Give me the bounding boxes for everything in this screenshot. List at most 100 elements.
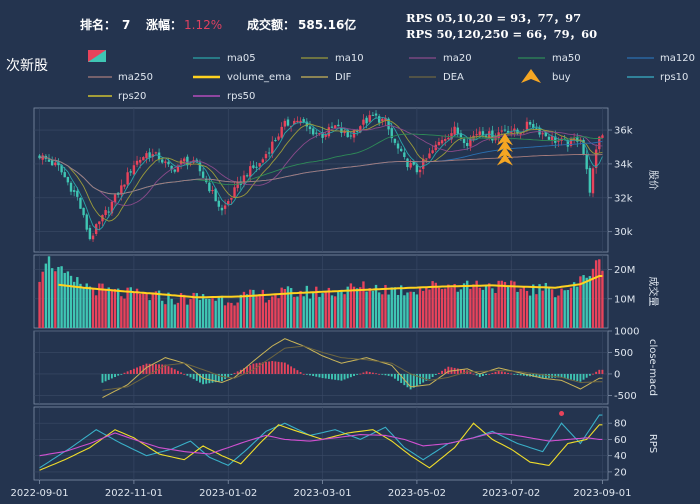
volume-bar xyxy=(484,286,488,328)
volume-bar xyxy=(126,287,129,328)
candle-body xyxy=(393,138,397,143)
macd-histogram-bar xyxy=(343,373,346,380)
candle-body xyxy=(343,131,346,134)
candle-body xyxy=(104,210,107,216)
candle-body xyxy=(41,155,44,160)
macd-histogram-bar xyxy=(601,369,604,374)
candle-body xyxy=(428,153,431,159)
legend-ma10: ma10 xyxy=(301,53,364,64)
candle-body xyxy=(513,128,516,132)
legend: ma05 ma10 ma20 ma50 ma120 ma250 volume_e… xyxy=(88,53,695,102)
candle-body xyxy=(459,133,463,138)
candle-body xyxy=(406,158,409,168)
macd-histogram-bar xyxy=(327,373,330,379)
volume-bar xyxy=(138,294,142,328)
volume-bar xyxy=(236,302,239,328)
volume-bar xyxy=(522,287,526,328)
macd-histogram-bar xyxy=(315,373,318,377)
volume-bar xyxy=(318,296,321,328)
macd-histogram-bar xyxy=(208,373,211,384)
volume-bar xyxy=(132,292,136,328)
candle-body xyxy=(415,164,419,173)
candle-body xyxy=(365,117,368,124)
candle-body xyxy=(98,221,101,225)
legend-label-ma20: ma20 xyxy=(443,53,472,64)
candle-body xyxy=(255,166,258,168)
volume-bar xyxy=(333,296,337,328)
macd-histogram-bar xyxy=(557,373,560,378)
volume-bar xyxy=(582,275,585,328)
macd-histogram-bar xyxy=(309,373,311,376)
candle-body xyxy=(220,207,224,211)
volume-bar xyxy=(538,284,541,328)
candle-body xyxy=(377,116,381,123)
macd-histogram-bar xyxy=(428,373,431,380)
macd-histogram-bar xyxy=(233,372,236,374)
buy-signal-marker xyxy=(496,139,513,152)
candle-body xyxy=(324,134,327,137)
candle-body xyxy=(447,137,450,140)
volume-bar xyxy=(450,287,453,328)
volume-bar xyxy=(349,283,353,328)
legend-buy: buy xyxy=(521,69,571,83)
candle-body xyxy=(399,148,403,152)
legend-label-ma05: ma05 xyxy=(227,53,256,64)
volume-bar xyxy=(88,286,92,328)
volume-panel: 10M 20M 成交量 xyxy=(33,254,660,329)
legend-rps10: rps10 xyxy=(627,72,688,83)
candle-body xyxy=(469,138,472,147)
candle-body xyxy=(371,114,375,116)
macd-histogram-bar xyxy=(510,373,513,375)
candle-body xyxy=(132,165,136,175)
candle-body xyxy=(286,119,290,126)
volume-bar xyxy=(475,280,478,328)
macd-histogram-bar xyxy=(393,373,396,379)
candle-body xyxy=(588,167,592,193)
volume-bar xyxy=(368,288,371,328)
candle-body xyxy=(242,175,246,185)
candle-body xyxy=(120,185,123,195)
macd-histogram-bar xyxy=(198,373,201,383)
y-tick-label: -500 xyxy=(614,391,637,402)
volume-bar xyxy=(437,287,441,328)
macd-histogram-bar xyxy=(243,368,245,374)
candle-body xyxy=(261,159,265,163)
macd-histogram-bar xyxy=(371,372,374,374)
ma-line-ma10 xyxy=(39,119,603,222)
macd-histogram-bar xyxy=(573,373,576,381)
macd-histogram-bar xyxy=(478,373,481,378)
volume-bar xyxy=(293,296,296,328)
legend-dea: DEA xyxy=(409,72,464,83)
candle-body xyxy=(305,121,309,127)
macd-histogram-bar xyxy=(287,364,289,374)
candle-body xyxy=(431,150,434,154)
volume-bar xyxy=(393,287,397,328)
legend-label-rps50: rps50 xyxy=(227,91,255,102)
x-tick-label: 2023-03-01 xyxy=(294,488,352,499)
macd-histogram-bar xyxy=(211,373,214,383)
macd-histogram-bar xyxy=(588,373,591,376)
candle-body xyxy=(293,120,296,125)
candle-body xyxy=(462,138,466,144)
macd-histogram-bar xyxy=(148,363,151,374)
candle-body xyxy=(214,188,217,202)
candle-body xyxy=(164,161,167,163)
x-tick-label: 2022-09-01 xyxy=(11,488,69,499)
macd-histogram-bar xyxy=(368,372,371,374)
volume-bar xyxy=(447,284,450,328)
ma-line-ma250 xyxy=(39,154,603,195)
volume-bar xyxy=(478,287,481,328)
candle-body xyxy=(396,143,400,149)
candle-body xyxy=(337,124,340,127)
legend-rps20: rps20 xyxy=(88,91,146,102)
candle-body xyxy=(425,158,428,160)
macd-histogram-bar xyxy=(136,367,138,374)
legend-label-ma50: ma50 xyxy=(552,53,581,64)
candle-body xyxy=(557,140,560,142)
rps20-line xyxy=(39,422,603,471)
change-label: 涨幅： xyxy=(146,17,182,32)
macd-histogram-bar xyxy=(497,370,500,374)
volume-bar xyxy=(296,296,299,328)
macd-histogram-bar xyxy=(538,373,541,378)
candle-body xyxy=(444,138,447,141)
